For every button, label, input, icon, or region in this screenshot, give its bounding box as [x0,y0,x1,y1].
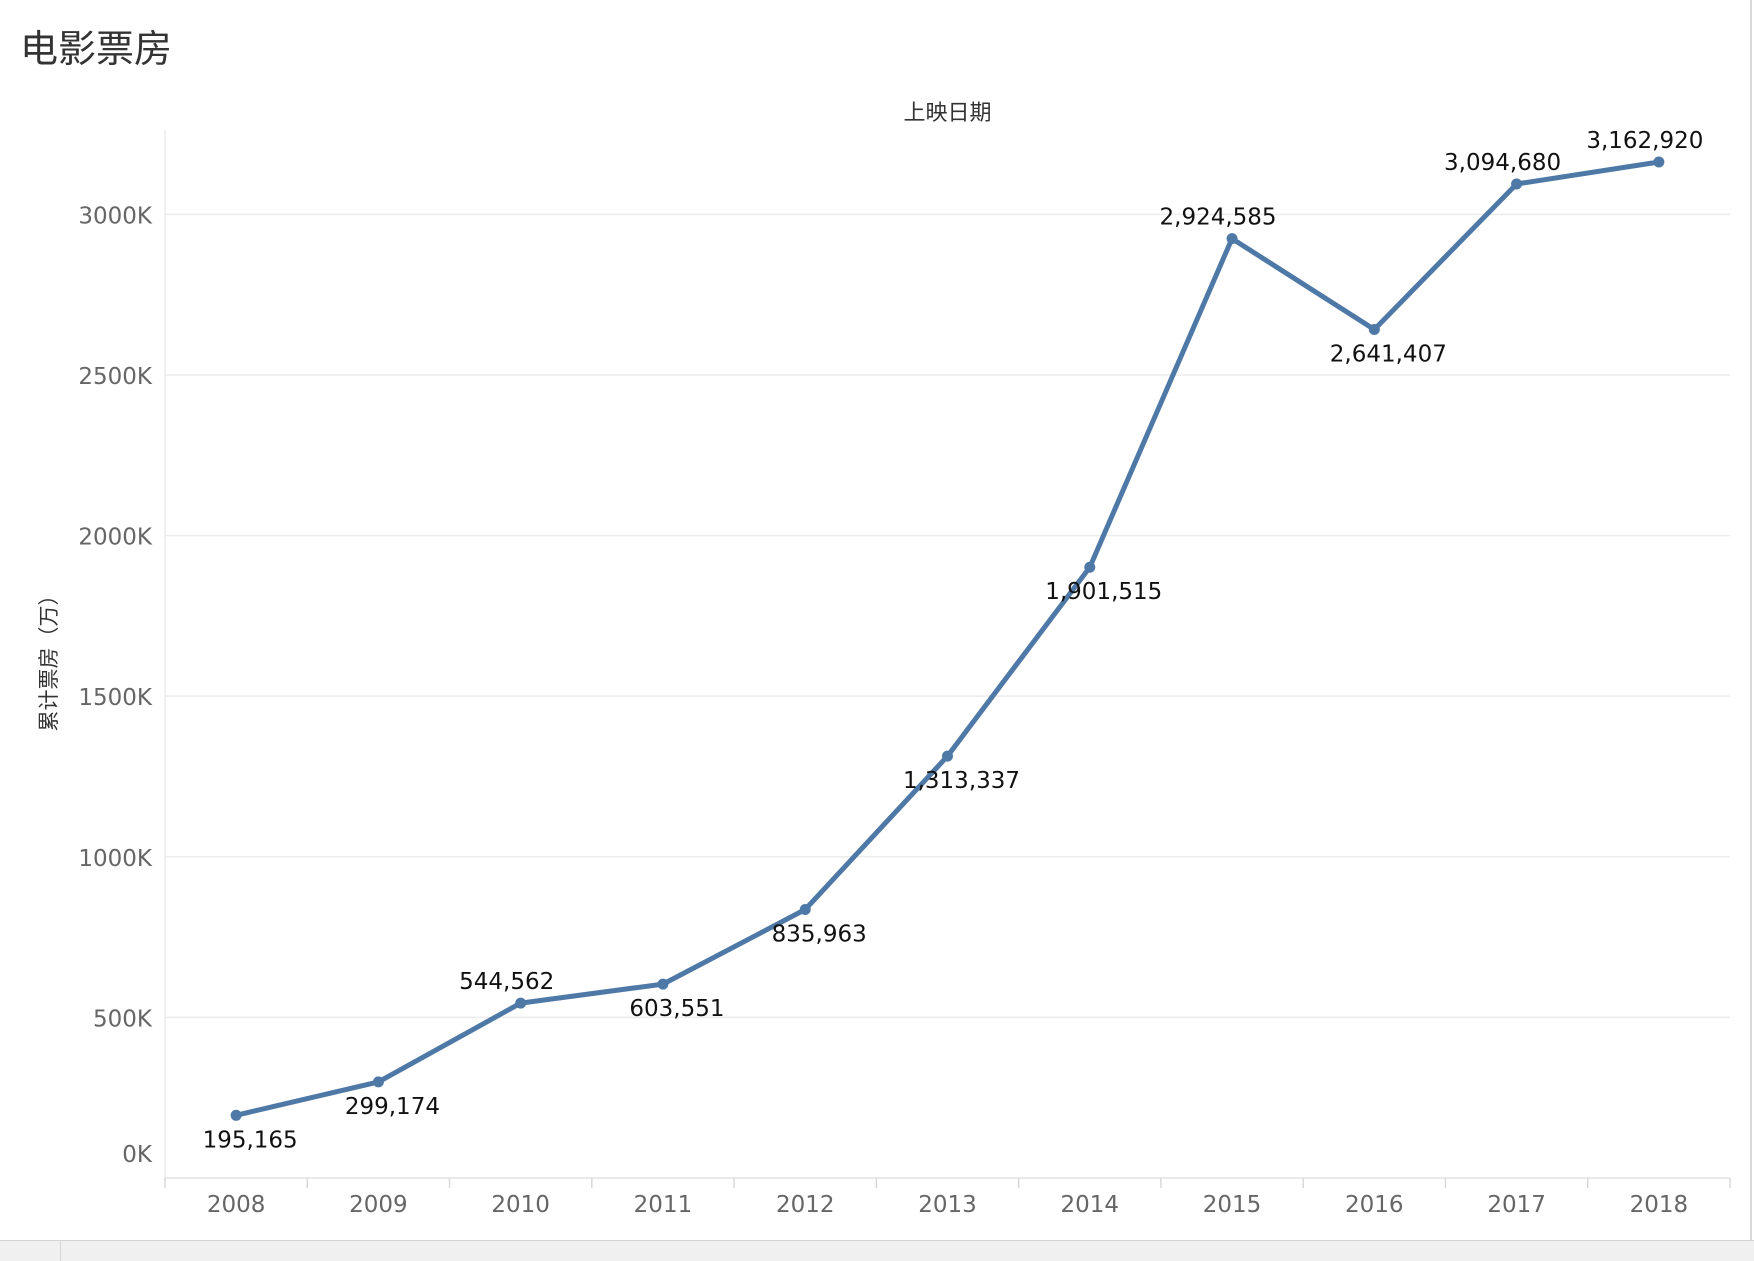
data-point[interactable] [1226,233,1238,245]
x-tick-label: 2014 [1060,1192,1119,1218]
data-labels: 195,165 299,174 544,562 603,551 835,963 1,313… [203,128,1704,1153]
y-tick-label: 2000K [78,525,153,551]
y-axis-title: 累计票房（万） [37,585,61,732]
x-tick-label: 2009 [349,1192,408,1218]
y-tick-label: 1000K [78,846,153,872]
y-axis-ticks: 0K 500K 1000K 1500K 2000K 2500K 3000K [78,203,153,1168]
data-label: 3,094,680 [1444,150,1561,176]
x-tick-label: 2008 [207,1192,266,1218]
x-tick-label: 2013 [918,1192,977,1218]
x-tick-label: 2017 [1487,1192,1546,1218]
series-line-path [233,159,1662,1118]
data-label: 1,313,337 [903,768,1020,794]
x-tick-label: 2018 [1630,1192,1689,1218]
x-tick-label: 2011 [634,1192,693,1218]
data-label: 3,162,920 [1586,128,1703,154]
x-axis-ticks: 2008 2009 2010 2011 2012 2013 2014 2015 2016 2017… [207,1192,1688,1218]
y-tick-label: 500K [93,1006,153,1032]
sheet-title: 电影票房 [20,27,173,71]
data-label: 1,901,515 [1045,579,1162,605]
data-point[interactable] [799,903,811,915]
data-label: 544,562 [459,969,554,995]
data-point[interactable] [372,1076,384,1088]
series-markers [230,156,1665,1121]
column-header: 上映日期 [903,101,991,126]
bottom-status-strip [0,1240,1754,1261]
data-label: 2,641,407 [1330,342,1447,368]
data-point[interactable] [515,997,527,1009]
pane-border [1750,0,1752,1240]
x-tick-label: 2010 [491,1192,550,1218]
axes: 上映日期 累计票房（万） [37,101,992,732]
series-line [233,159,1662,1118]
data-label: 195,165 [203,1127,298,1153]
y-tick-label: 2500K [78,364,153,390]
data-label: 2,924,585 [1160,205,1277,231]
data-point[interactable] [1653,156,1665,168]
data-point[interactable] [1084,561,1096,573]
data-point[interactable] [230,1109,242,1121]
x-tick-label: 2016 [1345,1192,1404,1218]
data-label: 835,963 [772,921,867,947]
data-label: 299,174 [345,1094,440,1120]
y-tick-label: 3000K [78,203,153,229]
x-tick-label: 2015 [1203,1192,1262,1218]
data-point[interactable] [657,978,669,990]
y-tick-label: 0K [122,1142,153,1168]
y-tick-label: 1500K [78,685,153,711]
data-point[interactable] [1368,324,1380,336]
data-label: 603,551 [629,996,724,1022]
status-strip-divider [60,1241,61,1261]
data-point[interactable] [942,750,953,762]
x-tick-label: 2012 [776,1192,835,1218]
gridlines [164,130,1731,1188]
data-point[interactable] [1511,178,1523,190]
